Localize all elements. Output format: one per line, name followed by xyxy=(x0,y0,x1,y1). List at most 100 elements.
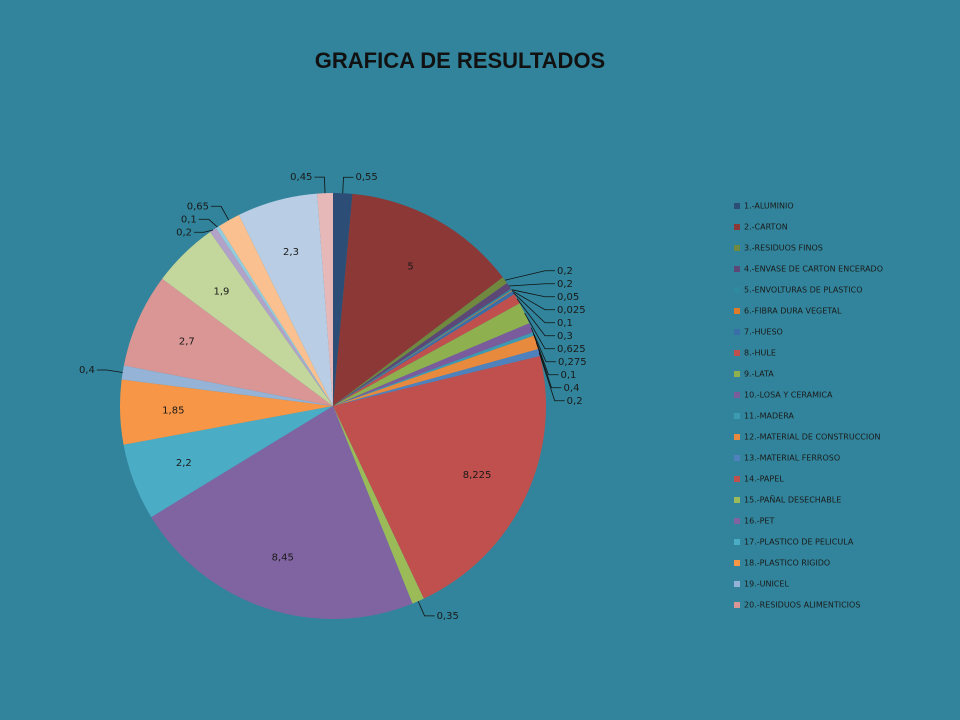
data-label: 8,45 xyxy=(272,553,294,564)
pie-slice xyxy=(333,193,503,406)
legend-swatch xyxy=(734,203,740,209)
legend-swatch xyxy=(734,266,740,272)
legend-label: 7.-HUESO xyxy=(744,328,783,337)
pie-slice xyxy=(151,406,413,619)
leader-line xyxy=(96,369,123,373)
data-label: 2,2 xyxy=(176,458,192,469)
legend-swatch xyxy=(734,350,740,356)
leader-line xyxy=(530,327,556,363)
pie-slice xyxy=(123,406,333,518)
data-label: 0,2 xyxy=(557,279,573,290)
legend-swatch xyxy=(734,224,740,230)
legend-label: 3.-RESIDUOS FINOS xyxy=(744,244,823,253)
pie-slice xyxy=(210,228,333,406)
data-label: 0,275 xyxy=(558,357,587,368)
legend-label: 8.-HULE xyxy=(744,349,776,358)
pie-slice xyxy=(162,232,333,406)
pie-slice xyxy=(218,214,333,406)
pie-slice xyxy=(333,332,535,406)
legend-label: 12.-MATERIAL DE CONSTRUCCION xyxy=(744,433,881,442)
pie-slice xyxy=(121,365,333,406)
legend-label: 19.-UNICEL xyxy=(744,580,789,589)
data-label: 5 xyxy=(407,261,413,272)
legend-swatch xyxy=(734,329,740,335)
legend-swatch xyxy=(734,560,740,566)
legend-label: 4.-ENVASE DE CARTON ENCERADO xyxy=(744,265,883,274)
legend-swatch xyxy=(734,476,740,482)
data-label: 0,4 xyxy=(564,383,580,394)
pie-slice xyxy=(333,335,539,406)
pie-slice xyxy=(333,288,512,406)
legend-swatch xyxy=(734,455,740,461)
leader-line xyxy=(535,342,562,389)
leader-line xyxy=(516,298,555,337)
data-label: 0,625 xyxy=(557,344,586,355)
pie-slice xyxy=(333,193,353,406)
legend-swatch xyxy=(734,287,740,293)
legend-swatch xyxy=(734,371,740,377)
data-label: 0,3 xyxy=(557,331,573,342)
legend-swatch xyxy=(734,497,740,503)
legend-label: 13.-MATERIAL FERROSO xyxy=(744,454,840,463)
leader-line xyxy=(210,205,230,221)
legend-label: 2.-CARTON xyxy=(744,223,788,232)
legend-label: 17.-PLASTICO DE PELICULA xyxy=(744,538,854,547)
data-label: 0,35 xyxy=(437,611,459,622)
leader-line xyxy=(198,218,218,228)
legend-label: 5.-ENVOLTURAS DE PLASTICO xyxy=(744,286,863,295)
legend-swatch xyxy=(734,413,740,419)
leader-line xyxy=(417,601,435,617)
data-label: 0,45 xyxy=(290,172,312,183)
legend-swatch xyxy=(734,539,740,545)
leader-line xyxy=(511,290,555,311)
legend-label: 10.-LOSA Y CERAMICA xyxy=(744,391,833,400)
legend-label: 14.-PAPEL xyxy=(744,475,784,484)
legend-swatch xyxy=(734,602,740,608)
leader-line xyxy=(538,352,565,402)
data-label: 0,2 xyxy=(557,266,573,277)
legend-label: 1.-ALUMINIO xyxy=(744,202,794,211)
pie-slice xyxy=(333,294,520,406)
data-label: 0,1 xyxy=(561,370,577,381)
pie-slice xyxy=(123,278,334,406)
pie-slice xyxy=(317,193,333,406)
pie-slice xyxy=(333,277,507,406)
pie-slice xyxy=(333,291,515,406)
pie-slice xyxy=(238,193,333,406)
legend-swatch xyxy=(734,245,740,251)
data-label: 0,2 xyxy=(176,227,192,238)
legend-label: 18.-PLASTICO RIGIDO xyxy=(744,559,830,568)
leader-line xyxy=(513,292,555,324)
data-label: 1,85 xyxy=(162,406,184,417)
legend-swatch xyxy=(734,392,740,398)
chart-title: GRAFICA DE RESULTADOS xyxy=(315,48,605,73)
data-label: 0,4 xyxy=(79,365,95,376)
pie-slice xyxy=(333,323,533,406)
pie-slice xyxy=(119,379,333,445)
data-label: 0,05 xyxy=(557,292,579,303)
legend-label: 6.-FIBRA DURA VEGETAL xyxy=(744,307,842,316)
leader-line xyxy=(314,176,326,194)
legend-label: 20.-RESIDUOS ALIMENTICIOS xyxy=(744,601,860,610)
legend-label: 9.-LATA xyxy=(744,370,774,379)
pie-slice xyxy=(333,283,511,406)
leader-line xyxy=(533,333,559,376)
leader-line xyxy=(504,270,555,281)
leader-line xyxy=(342,176,354,194)
legend-swatch xyxy=(734,518,740,524)
data-label: 0,55 xyxy=(355,172,377,183)
pie-slice xyxy=(215,226,333,406)
data-label: 2,3 xyxy=(283,247,299,258)
data-label: 0,1 xyxy=(557,318,573,329)
legend-swatch xyxy=(734,581,740,587)
data-label: 0,65 xyxy=(187,201,209,212)
data-label: 0,2 xyxy=(567,396,583,407)
data-label: 2,7 xyxy=(179,337,195,348)
leader-line xyxy=(511,289,555,298)
data-label: 0,1 xyxy=(181,214,197,225)
pie-slice xyxy=(333,349,541,406)
legend-swatch xyxy=(734,308,740,314)
pie-slice xyxy=(333,356,546,599)
leader-line xyxy=(524,312,555,350)
leader-line xyxy=(193,229,214,233)
